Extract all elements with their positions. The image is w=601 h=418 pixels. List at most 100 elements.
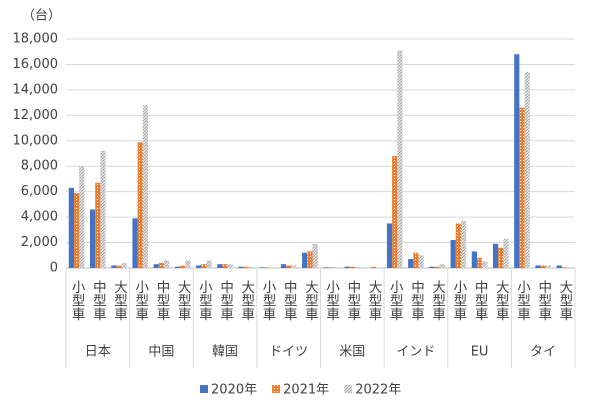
y-tick-label: 16,000 xyxy=(13,57,59,72)
bar xyxy=(434,266,440,268)
bar xyxy=(206,260,212,268)
bar xyxy=(153,264,159,268)
x-tick-label: 中型車 xyxy=(90,280,107,321)
x-tick-label: 小型車 xyxy=(69,280,86,321)
bar xyxy=(328,267,334,268)
x-tick-label: 中型車 xyxy=(472,280,489,321)
bar xyxy=(90,209,96,268)
bar xyxy=(392,156,398,268)
bar xyxy=(302,252,308,268)
bar xyxy=(514,54,520,269)
x-tick-label: 大型車 xyxy=(238,280,255,321)
bar xyxy=(455,223,461,268)
bar xyxy=(142,105,149,269)
bar xyxy=(248,266,255,268)
bar xyxy=(460,220,467,268)
x-tick-label: 小型車 xyxy=(196,280,213,321)
bar xyxy=(185,260,191,268)
bar xyxy=(323,267,329,268)
x-tick-label: 大型車 xyxy=(556,280,573,321)
legend-label: 2021年 xyxy=(283,383,329,398)
bar xyxy=(95,182,101,268)
bar xyxy=(524,72,530,268)
bar xyxy=(418,255,424,268)
group-label: インド xyxy=(396,345,435,360)
group-label: EU xyxy=(471,345,489,360)
legend-swatch xyxy=(200,385,208,393)
x-tick-label: 小型車 xyxy=(387,280,404,321)
bar xyxy=(492,243,499,268)
bar xyxy=(74,192,80,268)
x-tick-label: 小型車 xyxy=(323,280,340,321)
bar xyxy=(344,266,350,268)
y-axis-label: （台） xyxy=(22,9,61,24)
bar xyxy=(471,251,477,268)
bar xyxy=(556,265,562,268)
bar xyxy=(450,240,456,268)
y-tick-label: 2,000 xyxy=(21,235,58,250)
x-tick-label: 大型車 xyxy=(111,280,128,321)
group-label: タイ xyxy=(530,345,556,360)
bar xyxy=(121,262,127,268)
bar xyxy=(535,265,541,268)
x-tick-label: 中型車 xyxy=(535,280,552,321)
x-tick-label: 大型車 xyxy=(175,280,192,321)
bar xyxy=(545,265,551,268)
y-tick-label: 14,000 xyxy=(13,82,59,97)
x-tick-label: 中型車 xyxy=(344,280,361,321)
bar xyxy=(286,265,292,268)
x-tick-label: 大型車 xyxy=(429,280,446,321)
x-tick-label: 中型車 xyxy=(408,280,425,321)
bar xyxy=(68,187,75,268)
bar xyxy=(174,266,181,268)
bar xyxy=(476,257,483,268)
bar xyxy=(503,238,509,268)
y-tick-label: 8,000 xyxy=(21,159,58,174)
bar xyxy=(201,264,207,268)
x-tick-label: 小型車 xyxy=(514,280,531,321)
x-tick-label: 中型車 xyxy=(217,280,234,321)
bar xyxy=(429,266,435,268)
bar xyxy=(116,265,122,268)
legend-swatch xyxy=(344,385,353,393)
legend-swatch xyxy=(272,385,281,393)
x-tick-label: 小型車 xyxy=(450,280,467,321)
bar xyxy=(566,267,573,268)
bar xyxy=(386,223,393,268)
bar xyxy=(333,267,339,268)
x-tick-label: 中型車 xyxy=(281,280,298,321)
y-tick-label: 18,000 xyxy=(13,32,59,47)
bar xyxy=(158,262,165,268)
bar xyxy=(217,264,223,268)
bar xyxy=(482,261,488,268)
bar xyxy=(132,218,138,268)
group-label: 韓国 xyxy=(212,345,238,360)
bar xyxy=(354,266,361,268)
bar xyxy=(312,243,318,268)
x-tick-label: 大型車 xyxy=(493,280,510,321)
bar xyxy=(100,150,106,268)
bar xyxy=(79,166,85,268)
bar xyxy=(439,264,445,268)
bar xyxy=(291,265,297,268)
bar xyxy=(227,264,233,268)
bar xyxy=(397,50,403,269)
bar xyxy=(111,265,117,268)
bar xyxy=(238,266,244,268)
bar xyxy=(196,265,202,268)
bar xyxy=(307,251,313,268)
bar xyxy=(370,266,377,268)
x-tick-label: 小型車 xyxy=(132,280,149,321)
y-tick-label: 6,000 xyxy=(21,184,58,199)
bar xyxy=(349,266,355,268)
bar xyxy=(561,267,567,268)
x-tick-label: 小型車 xyxy=(259,280,276,321)
bar xyxy=(280,264,287,268)
bar xyxy=(408,259,414,268)
y-tick-label: 0 xyxy=(50,261,58,276)
bar xyxy=(270,267,276,268)
group-label: ドイツ xyxy=(269,345,308,360)
x-tick-label: 大型車 xyxy=(302,280,319,321)
y-tick-label: 12,000 xyxy=(13,108,59,123)
